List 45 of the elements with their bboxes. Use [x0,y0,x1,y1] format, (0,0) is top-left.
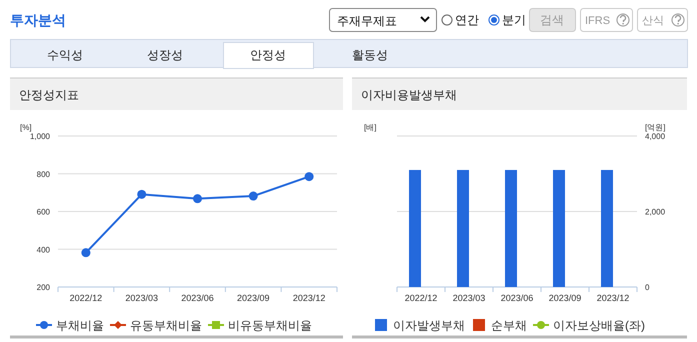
x-tick-label: 2023/06 [500,293,534,303]
y2-tick-label: 4,000 [645,132,666,141]
y-axis-title: [배] [364,123,376,132]
point [193,194,202,204]
legend-label: 비유동부채비율 [228,318,312,332]
y2-tick-label: 2,000 [645,208,666,216]
x-tick-label: 2023/03 [125,293,158,303]
x-tick-label: 2023/06 [181,293,214,303]
x-tick-label: 2022/12 [70,293,102,303]
legend-label: 부채비율 [56,318,104,332]
y-tick-label: 200 [36,283,51,292]
x-tick-label: 2023/09 [548,293,582,303]
chart-title: 이자비용발생부채 [361,88,457,102]
point [304,172,314,182]
y-tick-label: 400 [36,245,51,254]
legend-label: 이자발생부채 [393,318,465,332]
y-tick-label: 1,000 [30,132,51,141]
legend-label: 유동부채비율 [130,318,202,332]
text: 산식 [642,15,664,27]
text: 수익성 [47,48,83,62]
legend-label: 이자보상배율(좌) [553,318,645,332]
text: 연간 [455,13,479,27]
x-tick-label: 2023/12 [292,293,326,303]
point [81,248,90,258]
text: IFRS [585,15,610,27]
y2-axis-title: [억원] [645,123,666,132]
y2-tick-label: 0 [645,283,650,292]
x-tick-label: 2023/12 [596,293,630,303]
text: 주재무제표 [337,14,397,28]
text: 안정성 [250,48,286,62]
y-tick-label: 800 [36,170,51,179]
point [137,190,146,199]
legend-label: 순부채 [491,318,527,332]
text: 검색 [540,13,564,27]
text: 성장성 [147,48,183,62]
y-tick-label: 600 [36,208,51,216]
x-tick-label: 2023/09 [237,293,270,303]
y-axis-title: [%] [20,123,32,132]
x-tick-label: 2022/12 [404,293,438,303]
text: 투자분석 [10,12,66,28]
text: 활동성 [352,48,388,62]
chart-title: 안정성지표 [19,88,79,102]
text: 분기 [502,13,526,27]
point [248,192,258,201]
x-tick-label: 2023/03 [452,293,486,303]
